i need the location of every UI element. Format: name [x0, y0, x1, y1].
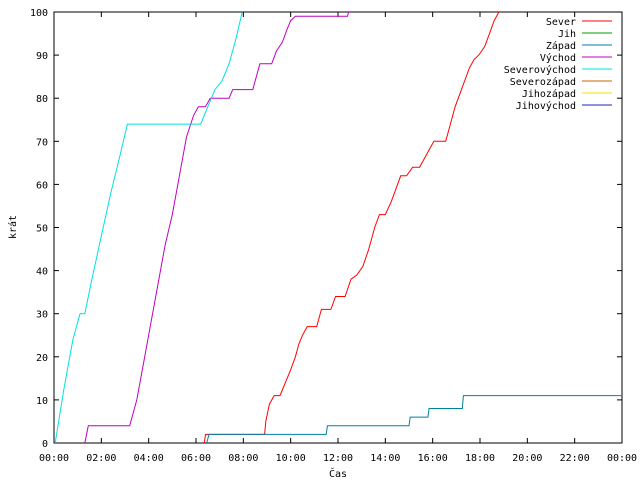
tick-labels: 00:00 02:00 04:00 06:00 08:00 10:00 12:00 14:00…	[30, 8, 637, 464]
x-tick-label: 00:00	[39, 453, 69, 464]
series-line-sever	[203, 11, 500, 444]
y-tick-label: 60	[36, 180, 48, 191]
x-tick-label: 22:00	[560, 453, 590, 464]
x-tick-label: 16:00	[418, 453, 448, 464]
y-tick-label: 10	[36, 396, 48, 407]
x-tick-label: 08:00	[228, 453, 258, 464]
x-tick-label: 02:00	[86, 453, 116, 464]
x-tick-label: 18:00	[465, 453, 495, 464]
series-line-severovýchod	[54, 11, 243, 444]
legend-label: Západ	[546, 40, 576, 52]
y-tick-label: 100	[30, 8, 48, 19]
series-line-západ	[206, 395, 622, 444]
x-tick-label: 04:00	[134, 453, 164, 464]
y-tick-label: 70	[36, 137, 48, 148]
legend-label: Sever	[546, 17, 576, 28]
legend-label: Jih	[558, 29, 576, 40]
x-tick-label: 20:00	[512, 453, 542, 464]
y-tick-label: 80	[36, 94, 48, 105]
y-tick-label: 0	[42, 439, 48, 450]
y-tick-label: 90	[36, 51, 48, 62]
legend-label: Jihovýchod	[516, 100, 576, 112]
tick-marks	[53, 11, 623, 444]
legend-label: Jihozápad	[522, 88, 576, 100]
series-lines	[54, 11, 622, 444]
legend-label: Severovýchod	[504, 64, 576, 76]
x-tick-label: 10:00	[276, 453, 306, 464]
legend-label: Severozápad	[510, 76, 576, 88]
x-tick-label: 00:00	[607, 453, 637, 464]
legend-label: Východ	[540, 52, 576, 64]
series-line-východ	[84, 11, 350, 444]
y-tick-label: 30	[36, 310, 48, 321]
x-axis-title: Čas	[329, 467, 347, 480]
x-tick-label: 12:00	[323, 453, 353, 464]
y-tick-label: 50	[36, 224, 48, 235]
y-tick-label: 20	[36, 353, 48, 364]
y-axis-title: krát	[7, 215, 19, 239]
x-tick-label: 06:00	[181, 453, 211, 464]
legend: SeverJihZápadVýchodSeverovýchodSeverozáp…	[504, 17, 612, 112]
x-tick-label: 14:00	[370, 453, 400, 464]
y-tick-label: 40	[36, 267, 48, 278]
